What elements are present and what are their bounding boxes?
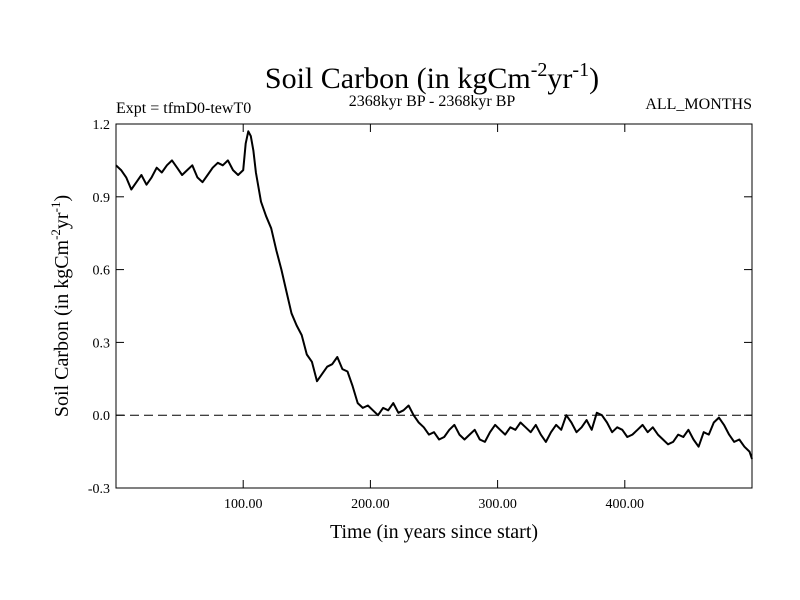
y-tick-label: -0.3 [88,482,110,497]
plot-frame [115,123,753,489]
x-tick-label: 400.00 [606,497,645,512]
y-tick-label: 0.3 [93,336,111,351]
y-axis-title: Soil Carbon (in kgCm-2yr-1) [48,195,73,417]
series-line [115,130,753,460]
y-tick-label: 0.6 [93,264,111,279]
chart-title: Soil Carbon (in kgCm-2yr-1) [265,59,599,95]
x-axis: 100.00 200.00 300.00 400.00 [224,124,644,512]
y-tick-label: 0.0 [93,409,111,424]
x-tick-label: 200.00 [351,497,390,512]
experiment-label: Expt = tfmD0-tewT0 [116,100,251,117]
months-label: ALL_MONTHS [645,96,752,113]
y-axis: -0.3 0.0 0.3 0.6 0.9 1.2 [88,118,752,497]
x-tick-label: 100.00 [224,497,263,512]
x-tick-label: 300.00 [478,497,517,512]
y-tick-label: 1.2 [93,118,111,133]
y-tick-label: 0.9 [93,191,111,206]
x-axis-title: Time (in years since start) [330,521,538,543]
period-label: 2368kyr BP - 2368kyr BP [349,93,516,110]
